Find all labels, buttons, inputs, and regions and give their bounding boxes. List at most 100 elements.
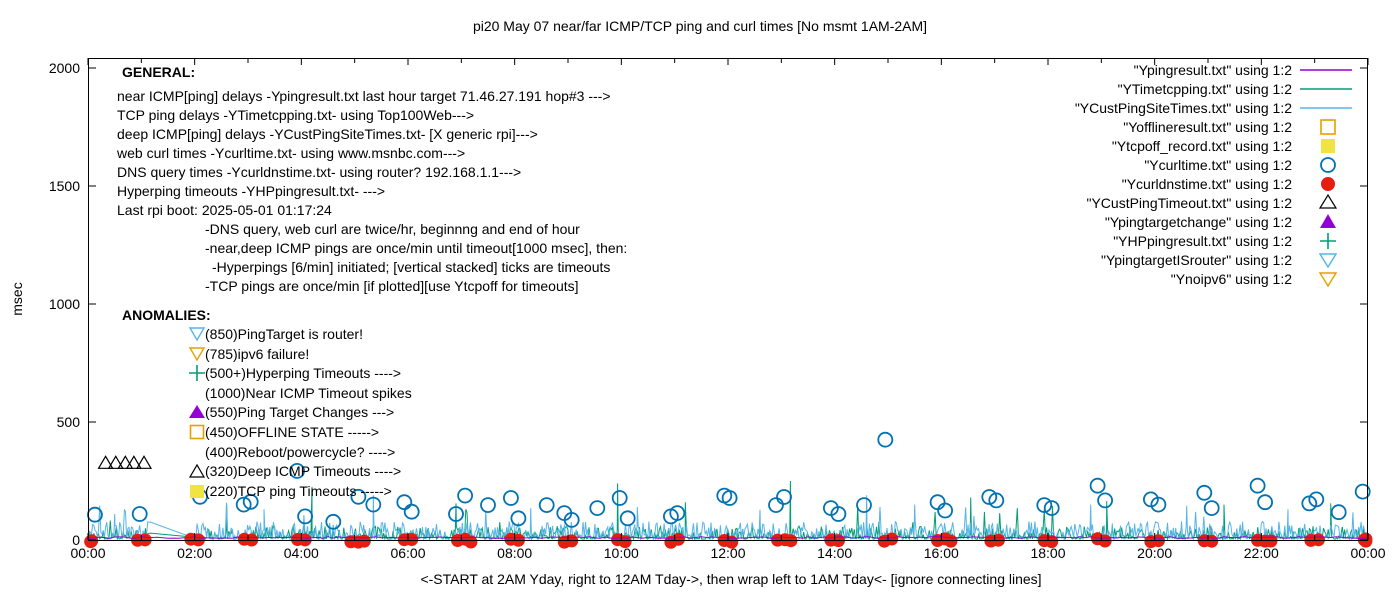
curl-time-point [1257, 494, 1273, 511]
legend-plus-sample [1320, 233, 1336, 249]
curl-time-point [611, 490, 628, 506]
legend-triangle-up-fill-sample [1320, 214, 1336, 228]
curl-time-point [988, 492, 1005, 509]
general-line: web curl times -Ycurltime.txt- using www… [116, 145, 465, 161]
curl-time-point [1203, 500, 1220, 517]
curl-time-point [877, 431, 894, 448]
curl-time-point [1150, 496, 1167, 513]
legend-circle-fill-sample [1321, 177, 1335, 191]
y-tick-label: 0 [72, 532, 80, 548]
x-tick-label: 16:00 [924, 545, 959, 561]
annotations: GENERAL: near ICMP[ping] delays -Ypingre… [116, 64, 627, 499]
legend-label: "Ycurltime.txt" using 1:2 [1144, 157, 1292, 173]
legend-label: "YTimetcpping.txt" using 1:2 [1118, 81, 1293, 97]
anomaly-line: (320)Deep ICMP Timeouts ----> [205, 463, 401, 479]
curl-time-point [235, 496, 252, 513]
offline-state-icon [189, 424, 205, 440]
curl-time-point [87, 506, 103, 523]
legend-label: "YCustPingTimeout.txt" using 1:2 [1086, 195, 1292, 211]
x-tick-label: 06:00 [390, 545, 425, 561]
y-tick-label: 1000 [49, 296, 80, 312]
curl-time-point [1354, 483, 1371, 500]
dns-time-dot [191, 533, 205, 547]
curl-time-point [396, 494, 413, 511]
deep-icmp-timeout-icon [188, 463, 206, 478]
curl-time-point [538, 497, 555, 514]
anomaly-line: (785)ipv6 failure! [205, 346, 309, 362]
dns-time-dot [138, 533, 152, 547]
general-line: deep ICMP[ping] delays -YCustPingSiteTim… [117, 126, 538, 142]
curl-time-point [937, 502, 953, 519]
dns-time-dot [1359, 532, 1373, 546]
legend-triangle-up-open-sample [1318, 193, 1338, 209]
curl-time-point [1097, 492, 1113, 509]
curl-time-point [1330, 504, 1347, 521]
curl-time-point [350, 488, 367, 505]
y-tick-label: 1500 [49, 178, 80, 194]
deep-icmp-timeout-point [117, 455, 134, 469]
curl-time-point [297, 508, 314, 525]
chart-title: pi20 May 07 near/far ICMP/TCP ping and c… [473, 18, 927, 34]
legend-label: "YHPpingresult.txt" using 1:2 [1113, 233, 1292, 249]
anomaly-line: (220)TCP ping Timeouts -----> [205, 483, 392, 499]
x-tick-label: 10:00 [604, 545, 639, 561]
x-tick-label: 20:00 [1137, 545, 1172, 561]
deep-icmp-timeout-point [135, 455, 153, 469]
ipv6-failure-icon [188, 347, 206, 362]
anomaly-line: (550)Ping Target Changes ---> [205, 404, 394, 420]
curl-time-point [1196, 484, 1213, 501]
curl-time-point [457, 487, 474, 504]
ping-target-is-router-icon [188, 327, 206, 342]
dns-time-dot [298, 533, 312, 547]
legend-label: "Ynoipv6" using 1:2 [1171, 271, 1292, 287]
legend-label: "Ypingresult.txt" using 1:2 [1134, 62, 1293, 78]
deep-icmp-timeout-point [107, 455, 124, 469]
x-tick-labels: 00:00 02:00 04:00 06:00 08:00 10:00 12:0… [70, 545, 1385, 561]
curl-time-point [325, 513, 342, 530]
dns-time-dot [944, 534, 958, 548]
legend-triangle-down-open-sample [1318, 253, 1338, 269]
general-line: TCP ping delays -YTimetcpping.txt- using… [117, 107, 474, 123]
series-Ycurltime.txt [87, 431, 1371, 530]
curl-time-point [403, 503, 420, 520]
curl-time-point [563, 512, 580, 528]
legend-label: "Yofflineresult.txt" using 1:2 [1123, 119, 1292, 135]
curl-time-point [856, 497, 872, 514]
curl-time-point [365, 496, 382, 513]
dns-time-dot [618, 535, 632, 549]
legend-label: "Ytcpoff_record.txt" using 1:2 [1112, 138, 1292, 154]
general-indent-line: -DNS query, web curl are twice/hr, begin… [205, 221, 580, 237]
dns-time-dot [405, 533, 419, 546]
legend-label: "Ypingtargetchange" using 1:2 [1105, 214, 1292, 230]
ping-target-change-icon [189, 405, 205, 418]
curl-time-point [1043, 500, 1060, 517]
series-YCustPingTimeout.txt [97, 455, 153, 469]
y-tick-labels: 0 500 1000 1500 2000 [49, 60, 80, 548]
curl-time-point [131, 506, 148, 522]
y-axis-label: msec [9, 282, 25, 315]
curl-time-point [776, 489, 792, 505]
legend-circle-open-sample [1320, 157, 1336, 173]
general-indent-line: -TCP pings are once/min [if plotted][use… [205, 278, 579, 294]
curl-time-point [721, 490, 738, 506]
curl-time-point [669, 505, 686, 521]
anomaly-line: (450)OFFLINE STATE -----> [205, 424, 379, 440]
dns-time-dot [671, 532, 685, 546]
curl-time-point [1089, 477, 1106, 494]
x-axis-caption: <-START at 2AM Yday, right to 12AM Tday-… [420, 571, 1041, 587]
curl-time-point [929, 494, 946, 511]
anomaly-line: (500+)Hyperping Timeouts ----> [205, 365, 401, 381]
anomaly-line: (400)Reboot/powercycle? ----> [205, 444, 395, 460]
x-tick-label: 22:00 [1244, 545, 1279, 561]
anomaly-line: (850)PingTarget is router! [205, 326, 363, 342]
hyperping-timeout-icon [189, 365, 205, 381]
general-heading: GENERAL: [122, 64, 195, 80]
curl-time-point [619, 510, 636, 527]
legend-square-open-sample [1320, 119, 1336, 135]
x-tick-label: 00:00 [1350, 545, 1385, 561]
curl-time-point [830, 506, 847, 522]
anomaly-line: (1000)Near ICMP Timeout spikes [205, 385, 412, 401]
legend-square-fill-sample [1321, 139, 1335, 153]
dns-time-dot [357, 534, 371, 548]
